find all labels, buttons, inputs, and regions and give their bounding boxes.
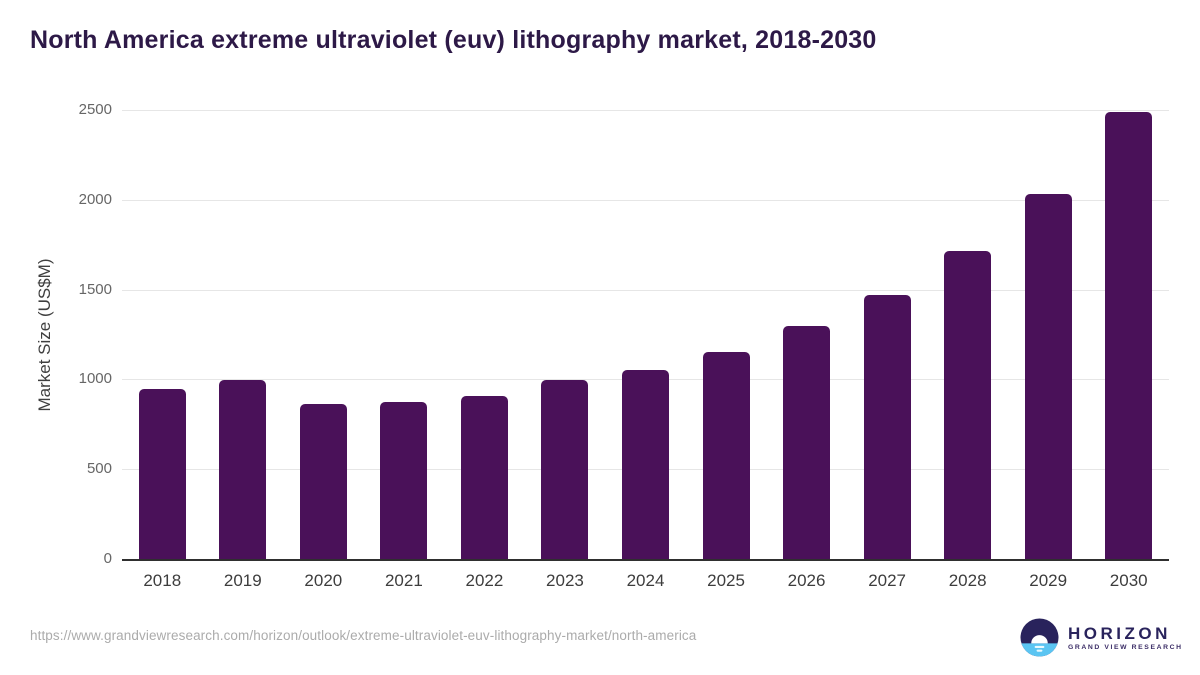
y-tick-label-2500: 2500 xyxy=(78,101,112,118)
x-tick-label-2022: 2022 xyxy=(465,571,504,590)
horizon-logo: HORIZON GRAND VIEW RESEARCH xyxy=(1020,618,1183,657)
bar-2019 xyxy=(219,380,267,559)
horizon-logo-text: HORIZON GRAND VIEW RESEARCH xyxy=(1068,624,1183,652)
chart-title: North America extreme ultraviolet (euv) … xyxy=(30,26,877,54)
gridline-2000 xyxy=(122,199,1169,201)
y-tick-label-1500: 1500 xyxy=(78,280,112,298)
bar-2021 xyxy=(380,401,428,559)
bar-2030 xyxy=(1105,111,1153,559)
bar-2026 xyxy=(783,326,831,559)
bar-2018 xyxy=(138,389,186,559)
bar-2027 xyxy=(863,294,911,559)
y-tick-label-500: 500 xyxy=(86,460,112,478)
horizon-brand-name: HORIZON xyxy=(1068,623,1171,643)
bar-2029 xyxy=(1024,194,1072,559)
x-tick-label-2029: 2029 xyxy=(1029,571,1068,590)
bar-2023 xyxy=(541,380,589,559)
x-tick-label-2024: 2024 xyxy=(626,571,665,590)
bar-2024 xyxy=(622,370,669,559)
x-tick-label-2028: 2028 xyxy=(948,571,987,590)
x-tick-label-2025: 2025 xyxy=(707,571,745,590)
x-tick-label-2023: 2023 xyxy=(546,571,584,590)
bar-2025 xyxy=(702,351,750,559)
x-tick-label-2019: 2019 xyxy=(223,571,262,590)
x-axis-line xyxy=(122,559,1169,561)
x-tick-label-2027: 2027 xyxy=(868,571,907,590)
y-tick-label-0: 0 xyxy=(103,550,112,567)
x-tick-label-2030: 2030 xyxy=(1109,571,1148,590)
bar-2022 xyxy=(460,396,508,559)
gridline-2500 xyxy=(122,110,1169,111)
y-tick-label-2000: 2000 xyxy=(78,190,112,208)
gridline-1500 xyxy=(122,289,1169,291)
x-tick-label-2018: 2018 xyxy=(143,571,182,590)
x-tick-label-2026: 2026 xyxy=(787,571,826,590)
x-tick-label-2020: 2020 xyxy=(304,571,343,590)
y-tick-label-1000: 1000 xyxy=(78,370,112,388)
bar-2028 xyxy=(944,250,992,559)
horizon-logo-icon xyxy=(1020,618,1059,657)
source-url: https://www.grandviewresearch.com/horizo… xyxy=(30,628,697,643)
horizon-sub-brand: GRAND VIEW RESEARCH xyxy=(1068,643,1183,651)
x-tick-label-2021: 2021 xyxy=(384,571,423,590)
bar-2020 xyxy=(299,403,347,559)
